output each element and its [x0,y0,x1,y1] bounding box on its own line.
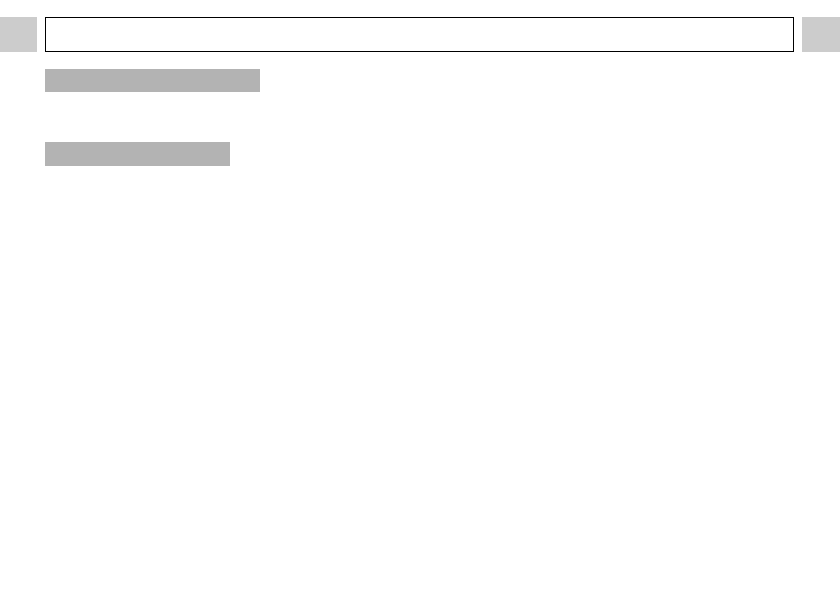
left-nav-button[interactable] [0,17,37,52]
right-nav-button[interactable] [802,17,840,52]
loading-placeholder-bar [45,69,260,92]
loading-placeholder-bar [45,142,230,166]
text-input[interactable] [45,17,794,52]
